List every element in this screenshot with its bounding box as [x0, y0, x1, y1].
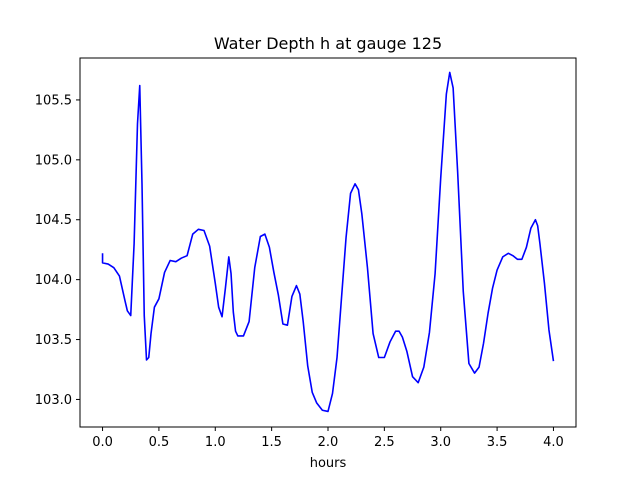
chart-title: Water Depth h at gauge 125	[214, 34, 442, 53]
x-axis-label: hours	[310, 456, 347, 471]
y-tick-label: 105.5	[35, 93, 72, 108]
x-axis-ticks: 0.0 0.5 1.0 1.5 2.0 2.5 3.0 3.5 4.0	[92, 427, 564, 450]
y-axis-ticks: 103.0 103.5 104.0 104.5 105.0 105.5	[35, 93, 80, 408]
y-tick-label: 104.5	[35, 213, 72, 228]
x-tick-label: 2.0	[318, 435, 339, 450]
plot-area	[101, 71, 555, 413]
x-tick-label: 4.0	[543, 435, 564, 450]
y-tick-label: 105.0	[35, 153, 72, 168]
y-tick-label: 103.0	[35, 393, 72, 408]
x-tick-label: 3.0	[430, 435, 451, 450]
x-tick-label: 1.5	[261, 435, 282, 450]
x-tick-label: 2.5	[374, 435, 395, 450]
x-tick-label: 0.5	[149, 435, 170, 450]
x-tick-label: 1.0	[205, 435, 226, 450]
x-tick-label: 0.0	[92, 435, 113, 450]
x-tick-label: 3.5	[487, 435, 508, 450]
series-line-0	[101, 71, 555, 413]
y-tick-label: 103.5	[35, 333, 72, 348]
axes-frame	[79, 57, 577, 428]
y-tick-label: 104.0	[35, 273, 72, 288]
